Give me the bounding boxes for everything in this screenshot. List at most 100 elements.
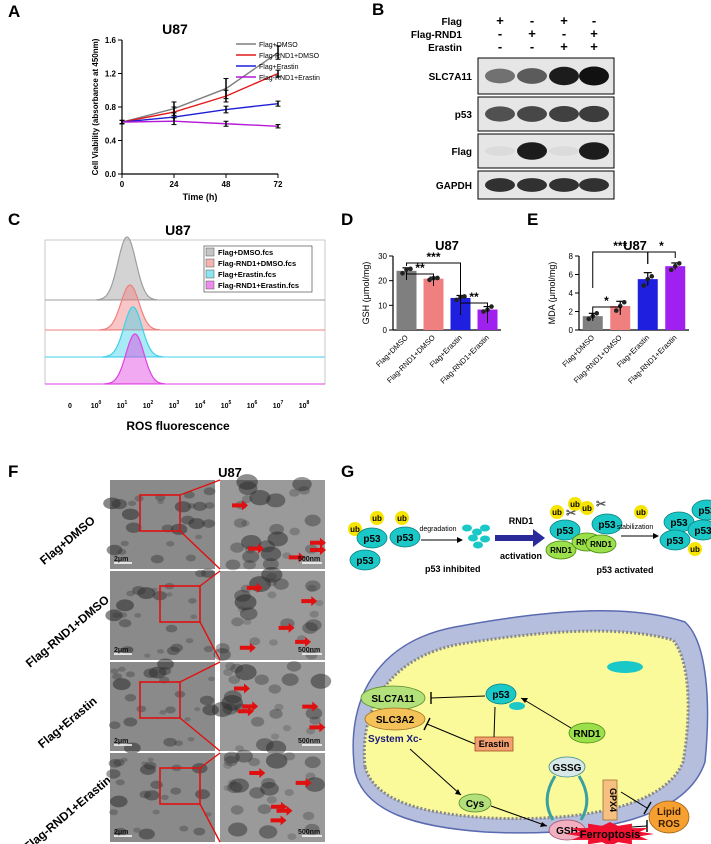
ubiquitin-node [634,505,648,519]
tem-texture [144,761,157,770]
tem-texture [268,684,282,694]
tem-texture [203,487,216,496]
inset-connector [179,661,221,683]
mitochondria-arrow [278,622,295,633]
mitochondria-arrow [270,801,287,812]
slc3a2-label: SLC3A2 [376,715,415,726]
panel-b-western-blot: B Flag + - + - Flag-RND1- + - + Erastin - - + + SLC7A1… [330,0,711,200]
panel-e-letter: E [527,210,539,229]
p53-fragment [472,528,482,536]
tem-texture [286,661,302,672]
ubiquitin-node [688,542,702,556]
legend-swatch [205,247,215,257]
legend-label: Flag+DMSO [259,42,298,49]
tem-texture [228,675,241,684]
ubiquitin-label: ub [397,514,407,523]
tem-texture [200,568,215,578]
inset-connector [179,530,221,570]
x-tick-label: 102 [143,400,154,410]
row-label: Flag-RND1+DMSO [23,593,112,671]
mitochondria-arrow [309,722,326,733]
x-tick-base: 10 [299,403,307,410]
tem-texture [199,695,215,706]
tem-texture [166,592,173,597]
series-line [121,72,279,123]
tem-texture [138,828,155,840]
blot-protein-label: SLC7A11 [429,72,473,83]
blot-protein-label: Flag [451,147,472,158]
tem-texture [254,674,269,685]
degradation-arrowhead [457,537,463,543]
erastin-label: Erastin [479,739,510,749]
tem-texture [260,546,282,562]
tem-texture [258,825,278,839]
ubiquitin-label: ub [570,500,580,509]
tem-texture [119,612,128,618]
panel-b-letter: B [372,0,385,19]
panel-c-flow-histogram: C U87 Flag+DMSO.fcs Flag-RND1+DMSO.fcs Flag… [0,210,335,450]
data-point [408,266,413,272]
tem-texture [305,580,321,592]
panel-a-svg: U87 0.0 0.4 0.8 1.2 1.6 0 24 48 72 Time (h) Cell Vi… [91,21,320,202]
y-tick-label: 0.8 [105,103,117,112]
tem-texture [203,645,214,653]
x-tick-base: 10 [91,403,99,410]
tem-texture [112,678,131,691]
x-tick-label: 72 [274,180,283,189]
rnd1-activation-arrow [495,529,545,547]
tem-texture [192,501,207,511]
p53-label: p53 [698,506,711,517]
cut-mark: ✂ [596,497,606,511]
bar [665,266,686,330]
tem-texture [231,617,244,627]
gssg-label: GSSG [553,763,582,774]
mitochondria-arrow [249,767,266,778]
p53-node [691,499,711,521]
x-tick-label: 105 [221,400,232,410]
data-point [489,304,494,309]
tem-texture [307,584,317,592]
condition-mark: - [592,13,596,28]
tem-texture [257,804,272,815]
panel-a-line-chart: A U87 0.0 0.4 0.8 1.2 1.6 0 24 48 72 Time (h) Cell … [0,0,320,210]
tem-texture [223,762,233,769]
mitochondria-arrow [239,642,256,653]
row-label: Flag-RND1+Erastin [21,773,114,844]
rnd1-activation-label-1: RND1 [509,516,534,526]
x-tick-label: 107 [273,400,284,410]
y-tick-label: 10 [378,301,387,310]
tem-texture [230,805,244,815]
y-tick-label: 0 [383,326,388,335]
xc-to-cys-arrow [409,748,462,796]
gpx4-inhibit-bar [643,801,652,815]
significance-bracket [406,262,461,303]
x-axis-label: ROS fluorescence [126,419,230,433]
mitochondria-arrow [276,805,293,816]
p53-node [356,527,388,549]
x-tick-label: 104 [195,400,206,410]
tem-texture [126,590,135,597]
x-tick-base: 0 [68,403,72,410]
p53-node [549,519,581,541]
tem-texture [150,554,164,564]
tem-texture [304,823,320,835]
blot-band [517,178,547,192]
significance-bracket [406,273,434,286]
tem-texture [225,559,241,571]
tem-texture [242,550,260,563]
tem-texture [304,756,321,769]
inset-connector [179,479,221,496]
x-tick-exponent: 4 [203,400,206,406]
tem-texture [137,587,156,600]
inset-connector [199,803,221,843]
tem-texture [109,809,118,816]
x-axis-label: Time (h) [183,192,218,202]
tem-texture [143,668,159,679]
tem-texture [239,607,258,621]
inset-box [139,681,181,719]
tem-texture [190,614,198,619]
tem-texture [194,707,201,712]
tem-texture [271,733,280,740]
tem-texture [170,787,182,795]
y-axis-label: GSH (μmol/mg) [361,262,371,325]
